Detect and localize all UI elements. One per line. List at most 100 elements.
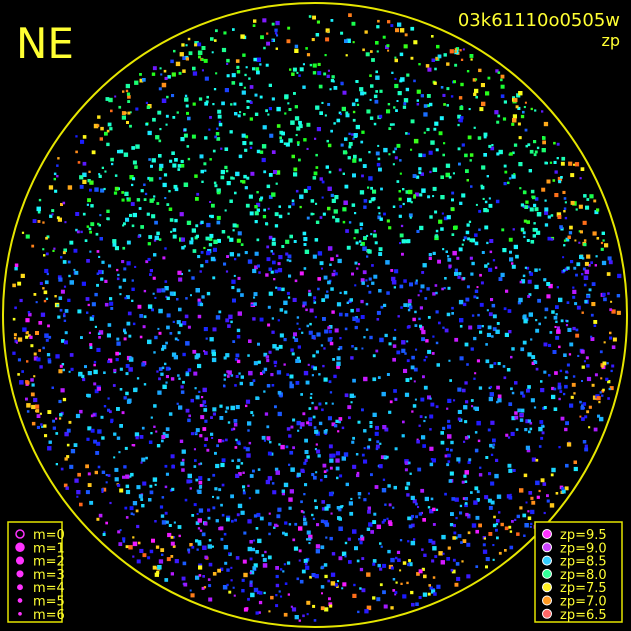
star-dot [94, 325, 97, 328]
star-dot [336, 476, 339, 480]
star-dot [431, 352, 435, 355]
star-dot [255, 550, 259, 554]
star-dot [451, 569, 456, 574]
star-dot [14, 263, 19, 267]
star-dot [303, 558, 308, 563]
star-dot [12, 317, 16, 321]
star-dot [197, 42, 202, 47]
star-dot [306, 216, 310, 220]
star-dot [616, 294, 621, 298]
star-dot [428, 538, 433, 543]
star-dot [236, 238, 241, 243]
star-dot [372, 197, 376, 201]
star-dot [609, 336, 613, 340]
star-dot [543, 511, 546, 515]
star-dot [303, 267, 307, 270]
star-dot [407, 132, 410, 135]
star-dot [317, 287, 320, 291]
star-dot [177, 270, 182, 275]
star-dot [419, 193, 423, 197]
star-dot [173, 355, 178, 360]
star-dot [143, 383, 147, 386]
star-dot [249, 382, 254, 386]
star-dot [338, 556, 343, 561]
star-dot [460, 82, 464, 87]
star-dot [31, 421, 36, 426]
star-dot [126, 92, 131, 96]
star-dot [75, 135, 78, 138]
star-dot [242, 489, 246, 492]
star-dot [316, 449, 321, 454]
star-dot [312, 71, 317, 75]
star-dot [303, 515, 306, 518]
star-dot [417, 506, 420, 509]
star-dot [349, 393, 354, 398]
star-dot [440, 195, 445, 200]
star-dot [321, 592, 323, 595]
star-dot [397, 22, 402, 27]
star-dot [110, 157, 114, 162]
star-dot [195, 197, 199, 201]
star-dot [576, 262, 581, 267]
star-dot [134, 265, 137, 268]
star-dot [112, 242, 117, 247]
star-dot [324, 506, 329, 511]
star-dot [434, 67, 437, 71]
star-dot [423, 104, 428, 108]
star-dot [409, 472, 412, 475]
star-dot [443, 287, 446, 290]
star-dot [75, 228, 78, 232]
star-dot [264, 368, 267, 371]
star-dot [221, 458, 226, 463]
star-dot [332, 358, 335, 361]
star-dot [93, 123, 99, 129]
star-dot [503, 182, 507, 186]
star-dot [25, 397, 28, 401]
star-dot [428, 584, 431, 587]
star-dot [485, 359, 490, 364]
star-dot [584, 447, 589, 452]
star-dot [158, 177, 162, 180]
star-dot [399, 79, 403, 83]
star-dot [97, 386, 101, 391]
star-dot [224, 88, 229, 93]
star-dot [352, 173, 356, 178]
star-dot [306, 53, 311, 57]
star-dot [142, 481, 147, 486]
star-dot [450, 440, 454, 445]
star-dot [118, 542, 123, 546]
star-dot [96, 347, 101, 352]
star-dot [79, 175, 84, 180]
star-dot [309, 63, 313, 67]
star-dot [237, 503, 243, 509]
star-dot [348, 416, 351, 420]
star-dot [593, 199, 597, 203]
star-dot [254, 211, 259, 216]
star-dot [284, 94, 289, 99]
star-dot [250, 570, 255, 575]
star-dot [530, 338, 533, 341]
star-dot [247, 546, 252, 552]
star-dot [520, 347, 525, 352]
star-dot [382, 425, 387, 430]
star-dot [488, 312, 493, 317]
star-dot [498, 511, 501, 514]
star-dot [250, 171, 255, 176]
star-dot [214, 39, 217, 42]
legend-zp-label: zp=9.5 [560, 528, 607, 543]
star-dot [356, 103, 360, 106]
star-dot [345, 151, 348, 154]
star-dot [44, 333, 49, 338]
star-dot [255, 489, 260, 494]
star-dot [459, 118, 463, 123]
star-dot [616, 310, 621, 315]
star-dot [312, 415, 316, 419]
star-dot [530, 496, 534, 500]
star-dot [551, 310, 555, 314]
star-dot [53, 172, 57, 176]
star-dot [432, 588, 435, 591]
star-dot [317, 71, 322, 76]
star-dot [503, 164, 507, 168]
star-dot [543, 342, 548, 347]
star-dot [593, 320, 598, 324]
